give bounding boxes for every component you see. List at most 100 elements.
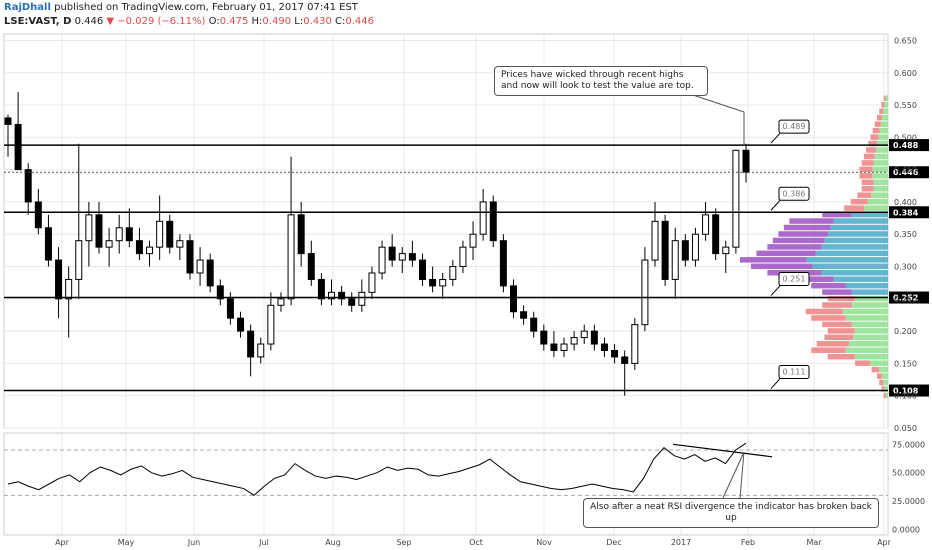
candle-body: [530, 317, 538, 332]
price-axis[interactable]: 0.650 0.600 0.550 0.500 0.450 0.400 0.350 0.300…: [894, 36, 917, 433]
candle-body: [398, 253, 406, 261]
publish-info: published on TradingView.com, February 0…: [54, 2, 358, 13]
candle-body: [590, 330, 598, 345]
author-name[interactable]: RajDhall: [4, 2, 51, 13]
volume-bar-down: [879, 108, 884, 115]
candle-body: [540, 330, 548, 345]
rsi-divergence-trendline: [672, 443, 773, 458]
candle-body: [651, 220, 659, 261]
rsi-pane-border: [3, 432, 889, 536]
candle-body: [176, 240, 184, 248]
volume-bar-up: [875, 147, 888, 153]
price-tick-label: 0.150: [894, 359, 917, 368]
candle-body: [287, 214, 295, 300]
down-arrow-icon: ▼: [106, 16, 115, 27]
horizontal-levels[interactable]: 0.488 0.489 0.384 0.386 0.252 0.251 0.108 0.111…: [4, 119, 929, 397]
volume-bar-up: [812, 263, 888, 270]
symbol-label: LSE:VAST, D: [4, 16, 72, 27]
rsi-pane[interactable]: 75.0000 50.0000 25.0000 0.0000: [4, 440, 925, 534]
volume-bar-up: [880, 121, 888, 127]
volume-bar-down: [881, 102, 885, 108]
candle-body: [631, 324, 639, 364]
time-tick-label: Aug: [325, 538, 341, 547]
volume-bar-up: [824, 237, 888, 244]
candle-body: [186, 240, 194, 274]
volume-bar-down: [789, 218, 834, 224]
rsi-annotation[interactable]: Also after a neat RSI divergence the ind…: [583, 498, 879, 528]
high-value: 0.490: [262, 16, 292, 27]
candle-body: [702, 214, 710, 235]
volume-bar-down: [866, 147, 876, 153]
candle-body: [328, 291, 336, 300]
volume-bar-up: [830, 224, 888, 231]
volume-bar-up: [884, 102, 888, 108]
volume-bar-up: [821, 269, 888, 276]
candle-body: [156, 220, 164, 248]
volume-bar-down: [844, 205, 864, 211]
volume-bar-up: [854, 353, 888, 360]
volume-bar-down: [870, 134, 879, 140]
candle-body: [560, 343, 568, 351]
candle-body: [24, 169, 32, 203]
candle-body: [732, 149, 740, 248]
symbol-line: LSE:VAST, D 0.446 ▼ −0.029 (−6.11%) O:0.…: [4, 16, 374, 27]
volume-bar-down: [827, 328, 855, 334]
candle-body: [55, 259, 63, 300]
candle-body: [125, 227, 133, 242]
volume-bar-down: [883, 392, 886, 399]
open-label: O:: [208, 16, 220, 27]
candle-body: [226, 298, 234, 319]
rsi-line: [7, 442, 747, 496]
candle-body: [65, 278, 73, 300]
candle-body: [206, 259, 214, 287]
price-tick-label: 0.550: [894, 101, 917, 110]
candles[interactable]: [4, 92, 750, 396]
volume-bar-up: [881, 114, 888, 121]
rsi-annotation-pointer: [722, 451, 745, 499]
volume-bar-down: [881, 386, 885, 392]
price-tick-label: 0.300: [894, 263, 917, 272]
volume-bar-up: [845, 315, 888, 321]
volume-bar-up: [851, 211, 888, 218]
candle-body: [358, 291, 366, 306]
volume-bar-down: [863, 153, 875, 160]
level-callout-box: [778, 365, 810, 380]
annotation-arrows: [683, 91, 745, 499]
price-tick-label: 0.250: [894, 295, 917, 304]
volume-bar-down: [772, 237, 825, 244]
volume-bar-down: [861, 179, 874, 186]
volume-bar-up: [873, 160, 888, 166]
candle-body: [277, 298, 285, 306]
candle-body: [135, 240, 143, 255]
candle-body: [520, 311, 528, 319]
time-axis[interactable]: Apr May Jun Jul Aug Sep Oct Nov Dec 2017 Feb Mar Apr: [55, 538, 892, 547]
price-pane-border: [3, 33, 889, 429]
candle-body: [600, 343, 608, 351]
candle-body: [348, 298, 356, 306]
candle-body: [237, 317, 245, 332]
candle-body: [95, 214, 103, 248]
candle-body: [378, 246, 386, 274]
volume-bar-up: [851, 321, 888, 328]
time-tick-label: May: [118, 538, 135, 547]
volume-bar-up: [879, 127, 888, 134]
volume-bar-down: [877, 114, 882, 121]
volume-bar-down: [811, 315, 846, 321]
level-callout-label: 0.111: [783, 368, 806, 377]
candle-body: [429, 278, 437, 287]
candle-body: [267, 304, 275, 345]
time-tick-label: Dec: [606, 538, 621, 547]
price-tick-label: 0.200: [894, 327, 917, 336]
candle-body: [75, 240, 83, 280]
price-tick-label: 0.100: [894, 392, 917, 401]
candle-body: [712, 214, 720, 255]
volume-bar-down: [859, 166, 873, 173]
volume-bar-up: [872, 173, 888, 179]
volume-bar-up: [827, 231, 888, 237]
volume-bar-down: [783, 224, 831, 231]
price-annotation[interactable]: Prices have wicked through recent highs …: [494, 66, 708, 96]
volume-bar-up: [885, 392, 888, 399]
volume-bar-up: [821, 244, 888, 250]
time-tick-label: Jul: [258, 538, 269, 547]
